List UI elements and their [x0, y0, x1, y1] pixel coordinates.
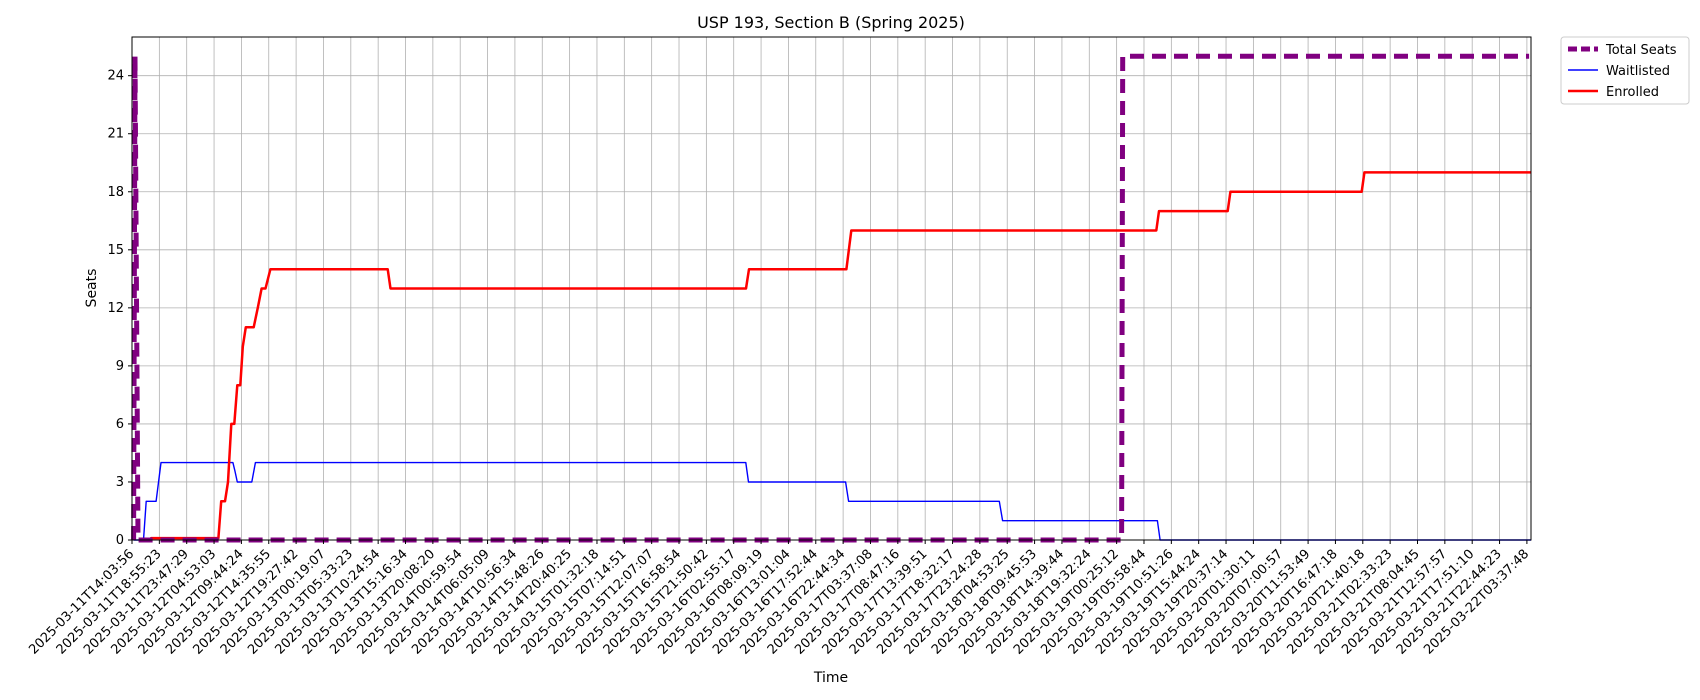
legend-frame	[1560, 36, 1690, 105]
y-tick-label: 12	[107, 301, 124, 316]
y-tick-label: 15	[107, 243, 124, 258]
legend-label: Total Seats	[1605, 43, 1677, 58]
y-tick-label: 9	[116, 359, 124, 374]
y-tick-label: 18	[107, 185, 124, 200]
legend: Total Seats Waitlisted Enrolled	[1560, 36, 1690, 105]
legend-label: Enrolled	[1606, 85, 1659, 100]
y-tick-label: 24	[107, 69, 124, 84]
y-axis-label: Seats	[84, 269, 100, 308]
y-tick-label: 0	[116, 533, 124, 548]
y-tick-label: 6	[116, 417, 124, 432]
series-layer	[131, 53, 1531, 543]
x-axis-label: Time	[813, 670, 848, 686]
y-tick-label: 21	[107, 127, 124, 142]
series-line-total-seats	[131, 53, 1530, 543]
grid-lines	[131, 37, 1531, 541]
plot-frame	[131, 36, 1532, 541]
legend-label: Waitlisted	[1606, 64, 1670, 79]
chart-title: USP 193, Section B (Spring 2025)	[697, 13, 965, 32]
y-axis-ticks: 0 3 6 9 12 15 18 21 24	[107, 69, 132, 548]
x-axis-ticks: 2025-03-11T14:03:562025-03-11T18:55:2320…	[26, 540, 1532, 658]
series-line-waitlisted	[133, 461, 1531, 541]
series-line-enrolled	[147, 171, 1531, 542]
y-tick-label: 3	[116, 475, 124, 490]
